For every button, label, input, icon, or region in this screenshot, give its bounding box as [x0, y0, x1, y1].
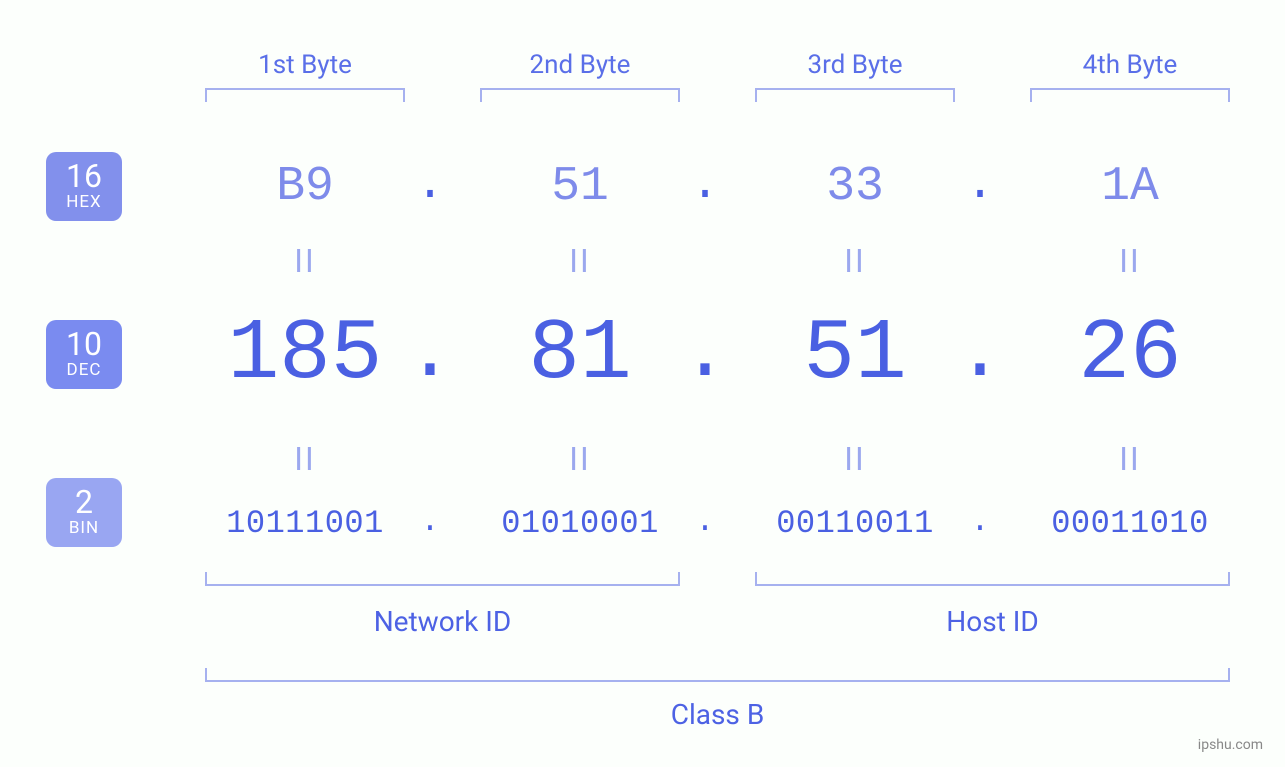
badge-dec-base: 10	[66, 328, 102, 360]
dot-bin-1: .	[400, 503, 460, 540]
bracket-host-id	[755, 572, 1230, 586]
hex-byte-1: B9	[205, 160, 405, 214]
hex-byte-3: 33	[755, 160, 955, 214]
dot-dec-2: .	[665, 309, 745, 400]
equals-2-1: II	[205, 440, 405, 478]
byte-label-2: 2nd Byte	[480, 50, 680, 80]
badge-bin: 2 BIN	[46, 478, 122, 547]
dot-dec-3: .	[940, 309, 1020, 400]
badge-bin-label: BIN	[69, 520, 99, 537]
badge-hex-base: 16	[66, 160, 102, 192]
class-label: Class B	[205, 698, 1230, 731]
bracket-byte-1	[205, 88, 405, 102]
network-id-label: Network ID	[205, 605, 680, 638]
dot-hex-3: .	[950, 158, 1010, 212]
bin-byte-4: 00011010	[1010, 505, 1250, 542]
dot-hex-2: .	[675, 158, 735, 212]
dec-byte-2: 81	[460, 305, 700, 403]
badge-dec-label: DEC	[67, 362, 102, 379]
host-id-label: Host ID	[755, 605, 1230, 638]
equals-1-3: II	[755, 242, 955, 280]
dot-bin-3: .	[950, 503, 1010, 540]
bracket-byte-2	[480, 88, 680, 102]
equals-1-2: II	[480, 242, 680, 280]
badge-bin-base: 2	[75, 486, 93, 518]
attribution-text: ipshu.com	[1198, 737, 1263, 753]
bin-byte-1: 10111001	[185, 505, 425, 542]
dot-dec-1: .	[390, 309, 470, 400]
bracket-byte-3	[755, 88, 955, 102]
equals-1-1: II	[205, 242, 405, 280]
badge-hex-label: HEX	[66, 194, 101, 211]
dot-bin-2: .	[675, 503, 735, 540]
dec-byte-1: 185	[185, 305, 425, 403]
hex-byte-4: 1A	[1030, 160, 1230, 214]
dec-byte-4: 26	[1010, 305, 1250, 403]
bracket-byte-4	[1030, 88, 1230, 102]
byte-label-4: 4th Byte	[1030, 50, 1230, 80]
bracket-network-id	[205, 572, 680, 586]
equals-1-4: II	[1030, 242, 1230, 280]
equals-2-4: II	[1030, 440, 1230, 478]
badge-hex: 16 HEX	[46, 152, 122, 221]
bracket-class	[205, 668, 1230, 682]
bin-byte-3: 00110011	[735, 505, 975, 542]
byte-label-1: 1st Byte	[205, 50, 405, 80]
dec-byte-3: 51	[735, 305, 975, 403]
byte-label-3: 3rd Byte	[755, 50, 955, 80]
hex-byte-2: 51	[480, 160, 680, 214]
dot-hex-1: .	[400, 158, 460, 212]
badge-dec: 10 DEC	[46, 320, 122, 389]
equals-2-2: II	[480, 440, 680, 478]
equals-2-3: II	[755, 440, 955, 478]
bin-byte-2: 01010001	[460, 505, 700, 542]
